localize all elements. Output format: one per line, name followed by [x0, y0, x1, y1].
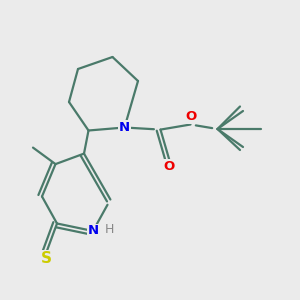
Text: O: O — [185, 110, 196, 124]
Text: S: S — [41, 251, 52, 266]
Text: N: N — [87, 224, 99, 238]
Text: H: H — [105, 223, 114, 236]
Text: O: O — [164, 160, 175, 173]
Text: N: N — [119, 121, 130, 134]
